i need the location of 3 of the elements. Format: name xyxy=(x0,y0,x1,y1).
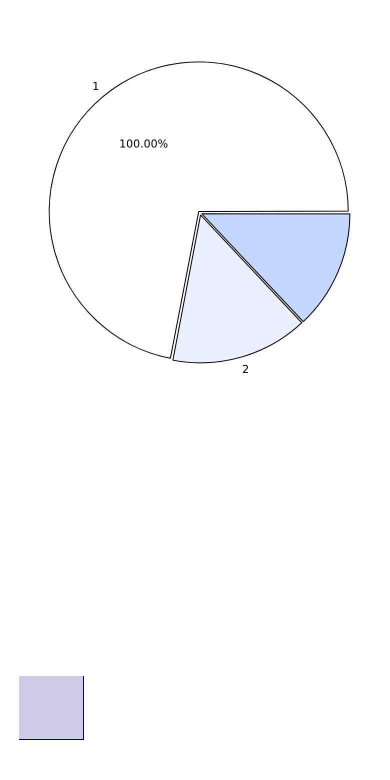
text: 100.00% xyxy=(119,138,168,151)
slice-label: 1 xyxy=(92,80,100,93)
slice-label: 2 xyxy=(242,362,250,376)
